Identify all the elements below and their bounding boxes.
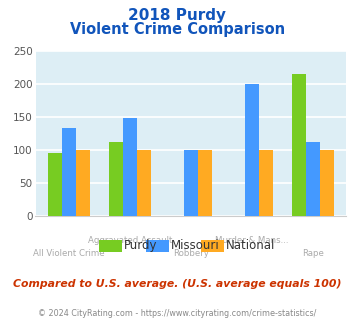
Text: Robbery: Robbery [173,249,209,258]
Bar [76,150,90,216]
Text: Missouri: Missouri [170,239,219,252]
Text: 2018 Purdy: 2018 Purdy [129,8,226,23]
Text: Murder & Mans...: Murder & Mans... [215,236,289,245]
Bar [320,150,334,216]
Text: Aggravated Assault: Aggravated Assault [88,236,172,245]
Bar [245,84,259,216]
Text: Rape: Rape [302,249,323,258]
Text: © 2024 CityRating.com - https://www.cityrating.com/crime-statistics/: © 2024 CityRating.com - https://www.city… [38,309,317,317]
Bar [184,150,198,216]
Bar [259,150,273,216]
Bar [137,150,151,216]
Text: Compared to U.S. average. (U.S. average equals 100): Compared to U.S. average. (U.S. average … [13,279,342,289]
Text: Violent Crime Comparison: Violent Crime Comparison [70,22,285,37]
Text: All Violent Crime: All Violent Crime [33,249,105,258]
Text: Purdy: Purdy [124,239,158,252]
Bar [291,74,306,216]
Bar [48,153,62,216]
Bar [306,142,320,216]
Bar [62,128,76,216]
Bar [109,142,123,216]
Bar [198,150,212,216]
Bar [123,118,137,216]
Text: National: National [225,239,275,252]
